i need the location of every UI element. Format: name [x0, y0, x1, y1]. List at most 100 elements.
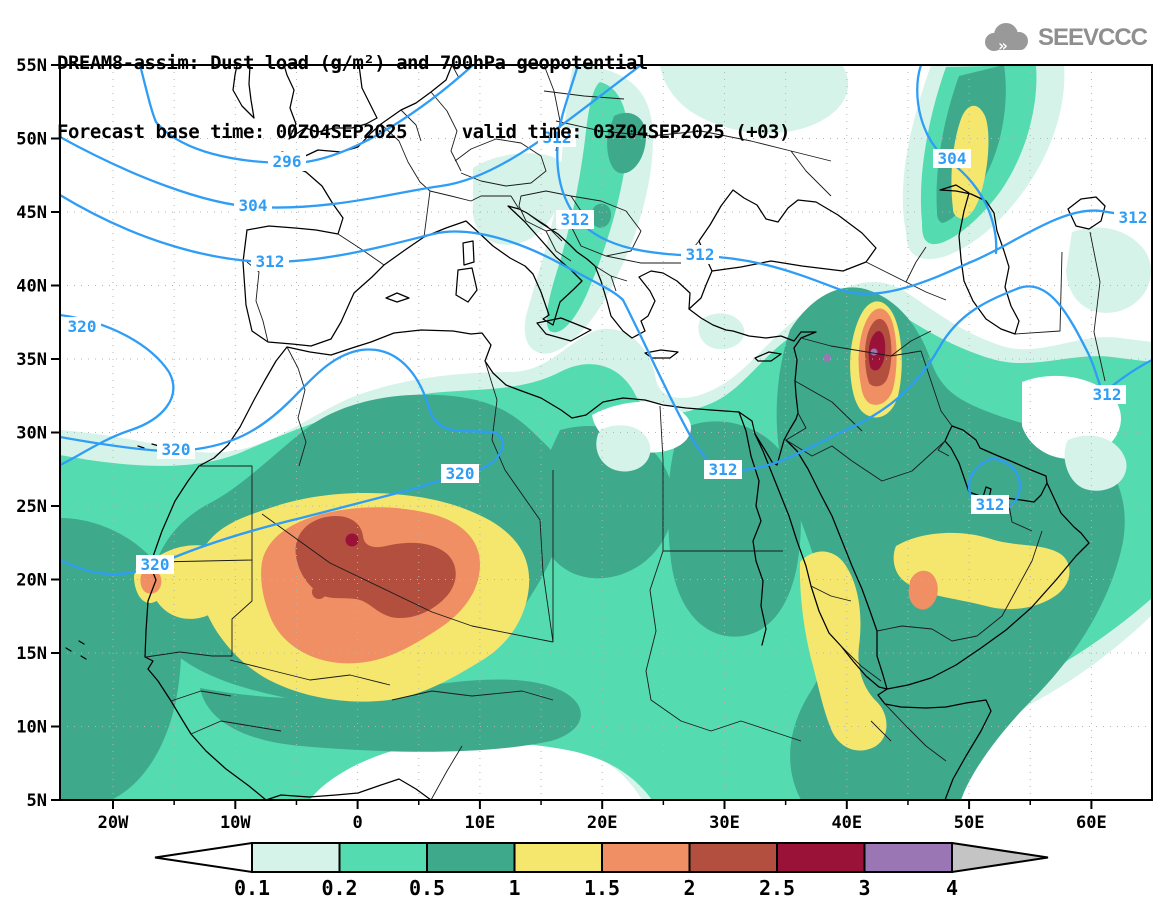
x-axis-tick-label: 10W [220, 813, 251, 833]
coast-gulf-of-guinea [265, 778, 432, 800]
contour-label: 296 [273, 152, 302, 171]
dust-fill-3-syria-dot [823, 354, 831, 362]
seevccc-logo: » SEEVCCC [980, 20, 1148, 56]
y-axis-tick-label: 55N [16, 56, 47, 76]
contour-296 [138, 65, 475, 165]
border-sudan-chad [645, 550, 802, 742]
contour-label-box [268, 152, 306, 171]
graticule [60, 65, 1152, 800]
border-algeria-libya [484, 360, 554, 643]
colorbar-segment [513, 842, 603, 873]
y-axis-tick-label: 20N [16, 571, 47, 591]
dust-fill-2-sahara-dot [312, 585, 326, 599]
border-libya-egypt [659, 405, 664, 551]
x-axis-tick-label: 20E [587, 813, 618, 833]
colorbar-segment [601, 842, 691, 873]
colorbar-tick-label: 3 [858, 876, 870, 900]
dust-fill-0.5-balkan-dot [591, 203, 612, 228]
colorbar-tick-label: 0.5 [409, 876, 445, 900]
y-axis-tick-label: 25N [16, 497, 47, 517]
coastlines [65, 65, 1106, 800]
coast-horn-of-africa [877, 688, 992, 800]
cloud-logo-icon: » [984, 23, 1028, 55]
dust-fill-0.1-east-caspian [1066, 227, 1152, 313]
dust-load-fills [60, 65, 1152, 800]
x-axis-tick-label: 60E [1076, 813, 1107, 833]
contour-label: 312 [561, 210, 590, 229]
contour-label: 304 [938, 149, 967, 168]
border-sahel-west [170, 659, 391, 735]
dust-fill-0.1-east-europe [660, 65, 849, 134]
y-axis-tick-label: 30N [16, 424, 47, 444]
contour-label-box [971, 495, 1009, 514]
border-western-sahara [156, 465, 253, 563]
colorbar-tick-label: 0.2 [321, 876, 357, 900]
y-axis-tick-label: 35N [16, 350, 47, 370]
colorbar-segment [688, 842, 778, 873]
dust-fill-0.1-anatolia-spot [698, 313, 745, 350]
svg-text:»: » [998, 36, 1008, 55]
border-iran-turkmenistan [1014, 231, 1106, 382]
dust-spot-0.1-libya [596, 425, 651, 472]
island-balearics [385, 292, 410, 303]
y-axis-tick-label: 15N [16, 644, 47, 664]
logo-text: SEEVCCC [1037, 24, 1148, 51]
x-axis-tick-label: 20W [98, 813, 129, 833]
islands-cape-verde [65, 640, 87, 660]
island-sardinia [455, 267, 478, 303]
contour-label-box [63, 317, 101, 336]
y-axis-tick-label: 50N [16, 130, 47, 150]
colorbar-tick-label: 0.1 [234, 876, 270, 900]
coast-caspian [939, 184, 1020, 335]
contour-304-east [916, 65, 998, 255]
colorbar-tick-label: 1 [508, 876, 520, 900]
chart-title-line1: DREAM8-assim: Dust load (g/m²) and 700hP… [57, 52, 648, 74]
dust-fill-1.5-mauritania-spot [140, 569, 162, 594]
colorbar-segment [251, 842, 341, 873]
island-sicily [536, 317, 592, 342]
border-caucasus [865, 246, 947, 357]
x-axis-tick-label: 30E [709, 813, 740, 833]
border-mauritania-mali-senegal [145, 560, 253, 658]
contour-label-box [1088, 385, 1126, 404]
coast-england [283, 65, 378, 140]
y-axis-tick-label: 10N [16, 718, 47, 738]
dust-fill-0.5-sahel [200, 679, 581, 752]
axes: 20W 10W 0 10E 20E 30E 40E 50E 60E 55N 50N 45N 40N 35N… [16, 56, 1106, 833]
contour-label: 312 [976, 495, 1005, 514]
colorbar-segment [863, 842, 953, 873]
dust-fill-0.5-carpathia [607, 112, 646, 174]
dust-spot-0.1-gulf [1064, 435, 1127, 491]
colorbar-legend: 0.1 0.2 0.5 1 1.5 2 2.5 3 4 [154, 841, 1049, 900]
contour-320-africa [60, 348, 504, 576]
coast-aral [1067, 196, 1106, 230]
contour-label: 320 [141, 555, 170, 574]
contour-label: 312 [1119, 208, 1148, 227]
contour-label: 312 [256, 252, 285, 271]
contour-label: 320 [68, 317, 97, 336]
contour-label-box [441, 464, 479, 483]
border-horn [810, 585, 947, 762]
dust-fill-3-mideast-dot [870, 348, 878, 356]
contour-label: 304 [239, 196, 268, 215]
country-borders [145, 65, 1106, 800]
x-axis-tick-label: 50E [954, 813, 985, 833]
contour-label: 312 [709, 460, 738, 479]
river-nile [738, 411, 767, 646]
coast-west-africa [144, 346, 288, 800]
border-algeria-mali-niger [261, 513, 554, 643]
contour-312-balkan-caspian [556, 65, 1152, 295]
border-morocco-algeria [286, 346, 307, 467]
border-east-europe [543, 90, 832, 197]
colorbar-above-max-arrow [951, 841, 1049, 874]
contour-label: 312 [686, 245, 715, 264]
dust-fill-2-sahara-core [295, 515, 456, 619]
island-cyprus [754, 351, 782, 362]
coast-black-sea [698, 189, 877, 272]
colorbar-tick-label: 2 [683, 876, 695, 900]
chart-title-line2: Forecast base time: 00Z04SEP2025 valid t… [57, 121, 790, 143]
contour-label-box [157, 440, 195, 459]
contour-label-box [1114, 208, 1152, 227]
y-axis-tick-label: 5N [27, 791, 47, 811]
